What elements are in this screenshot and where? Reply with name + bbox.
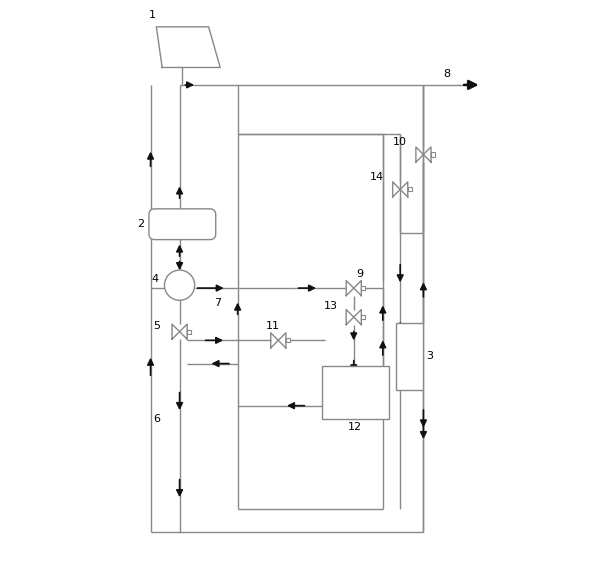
Text: 10: 10 xyxy=(393,137,407,147)
Bar xyxy=(396,323,423,390)
FancyBboxPatch shape xyxy=(149,209,216,240)
Text: 14: 14 xyxy=(370,172,384,182)
Bar xyxy=(361,286,365,290)
Text: 7: 7 xyxy=(213,297,221,308)
Text: 12: 12 xyxy=(348,423,362,432)
Text: 3: 3 xyxy=(426,352,433,361)
Text: 4: 4 xyxy=(151,274,159,285)
Bar xyxy=(361,315,365,319)
Bar xyxy=(286,338,290,342)
Bar xyxy=(322,367,388,418)
Bar xyxy=(187,329,191,333)
Text: 13: 13 xyxy=(324,300,338,311)
Text: 9: 9 xyxy=(356,268,363,279)
Circle shape xyxy=(165,270,195,300)
Text: 11: 11 xyxy=(265,321,279,331)
Text: 8: 8 xyxy=(443,69,450,79)
Bar xyxy=(431,152,435,157)
Text: 1: 1 xyxy=(149,10,156,20)
Text: 2: 2 xyxy=(137,219,144,229)
Bar xyxy=(408,187,412,191)
Text: 6: 6 xyxy=(153,414,160,424)
Text: 5: 5 xyxy=(153,321,160,331)
